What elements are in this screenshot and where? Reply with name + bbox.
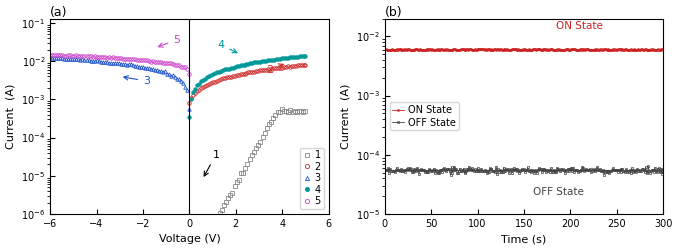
OFF State bbox=[547, 167, 555, 170]
2 bbox=[219, 77, 227, 80]
OFF State bbox=[382, 168, 390, 171]
OFF State bbox=[382, 168, 391, 171]
Text: OFF State: OFF State bbox=[534, 187, 584, 197]
3 bbox=[68, 58, 77, 61]
ON State bbox=[548, 47, 556, 50]
5 bbox=[46, 53, 54, 56]
1 bbox=[216, 212, 224, 215]
Line: ON State: ON State bbox=[384, 48, 664, 52]
3 bbox=[153, 68, 161, 71]
X-axis label: Voltage (V): Voltage (V) bbox=[159, 234, 220, 244]
3 bbox=[185, 108, 193, 110]
OFF State bbox=[659, 171, 667, 174]
2 bbox=[215, 78, 223, 81]
Line: 2: 2 bbox=[188, 63, 307, 104]
ON State bbox=[546, 48, 554, 51]
ON State bbox=[636, 49, 644, 52]
Line: OFF State: OFF State bbox=[384, 166, 664, 176]
4 bbox=[185, 116, 193, 119]
ON State bbox=[659, 48, 667, 51]
5 bbox=[108, 56, 117, 59]
4 bbox=[223, 67, 231, 70]
OFF State bbox=[616, 171, 624, 174]
5 bbox=[185, 72, 193, 75]
4 bbox=[258, 60, 266, 63]
Text: 2: 2 bbox=[266, 64, 283, 75]
OFF State bbox=[548, 170, 556, 173]
Text: 3: 3 bbox=[124, 76, 150, 86]
4 bbox=[224, 67, 233, 70]
2 bbox=[302, 63, 310, 66]
ON State bbox=[547, 48, 555, 50]
Text: 4: 4 bbox=[217, 40, 237, 53]
Y-axis label: Current  (A): Current (A) bbox=[5, 84, 16, 149]
X-axis label: Time (s): Time (s) bbox=[501, 234, 546, 244]
2 bbox=[185, 101, 193, 104]
Text: 5: 5 bbox=[159, 35, 180, 47]
5 bbox=[167, 62, 176, 65]
OFF State bbox=[634, 170, 642, 172]
1 bbox=[231, 185, 239, 188]
OFF State bbox=[447, 174, 455, 176]
Text: ON State: ON State bbox=[557, 21, 603, 31]
2 bbox=[300, 63, 308, 66]
ON State bbox=[553, 48, 561, 51]
5 bbox=[66, 54, 75, 57]
1 bbox=[185, 249, 193, 250]
Line: 1: 1 bbox=[188, 108, 307, 250]
Line: 4: 4 bbox=[188, 54, 307, 119]
3 bbox=[46, 56, 54, 59]
Text: (b): (b) bbox=[384, 6, 402, 18]
Line: 5: 5 bbox=[48, 53, 191, 76]
5 bbox=[143, 59, 151, 62]
1 bbox=[302, 110, 310, 112]
4 bbox=[205, 75, 213, 78]
5 bbox=[68, 54, 77, 57]
3 bbox=[66, 58, 75, 61]
ON State bbox=[382, 48, 391, 51]
2 bbox=[224, 76, 233, 79]
Text: (a): (a) bbox=[50, 6, 68, 18]
1 bbox=[278, 108, 286, 111]
2 bbox=[223, 76, 231, 79]
4 bbox=[219, 68, 227, 71]
1 bbox=[299, 110, 307, 113]
ON State bbox=[634, 48, 642, 51]
5 bbox=[52, 53, 60, 56]
Text: 1: 1 bbox=[204, 150, 220, 176]
Line: 3: 3 bbox=[48, 56, 191, 111]
Legend: 1, 2, 3, 4, 5: 1, 2, 3, 4, 5 bbox=[300, 148, 324, 209]
4 bbox=[215, 70, 223, 73]
4 bbox=[302, 54, 310, 57]
OFF State bbox=[644, 165, 652, 168]
3 bbox=[149, 68, 157, 71]
ON State bbox=[382, 48, 390, 51]
3 bbox=[143, 66, 151, 69]
3 bbox=[108, 62, 117, 64]
1 bbox=[293, 110, 301, 113]
OFF State bbox=[553, 170, 561, 173]
2 bbox=[258, 69, 266, 72]
1 bbox=[209, 222, 217, 226]
Y-axis label: Current  (A): Current (A) bbox=[340, 84, 350, 149]
1 bbox=[201, 239, 209, 242]
ON State bbox=[616, 48, 624, 51]
2 bbox=[205, 82, 213, 86]
Legend: ON State, OFF State: ON State, OFF State bbox=[390, 102, 459, 130]
5 bbox=[153, 60, 161, 63]
